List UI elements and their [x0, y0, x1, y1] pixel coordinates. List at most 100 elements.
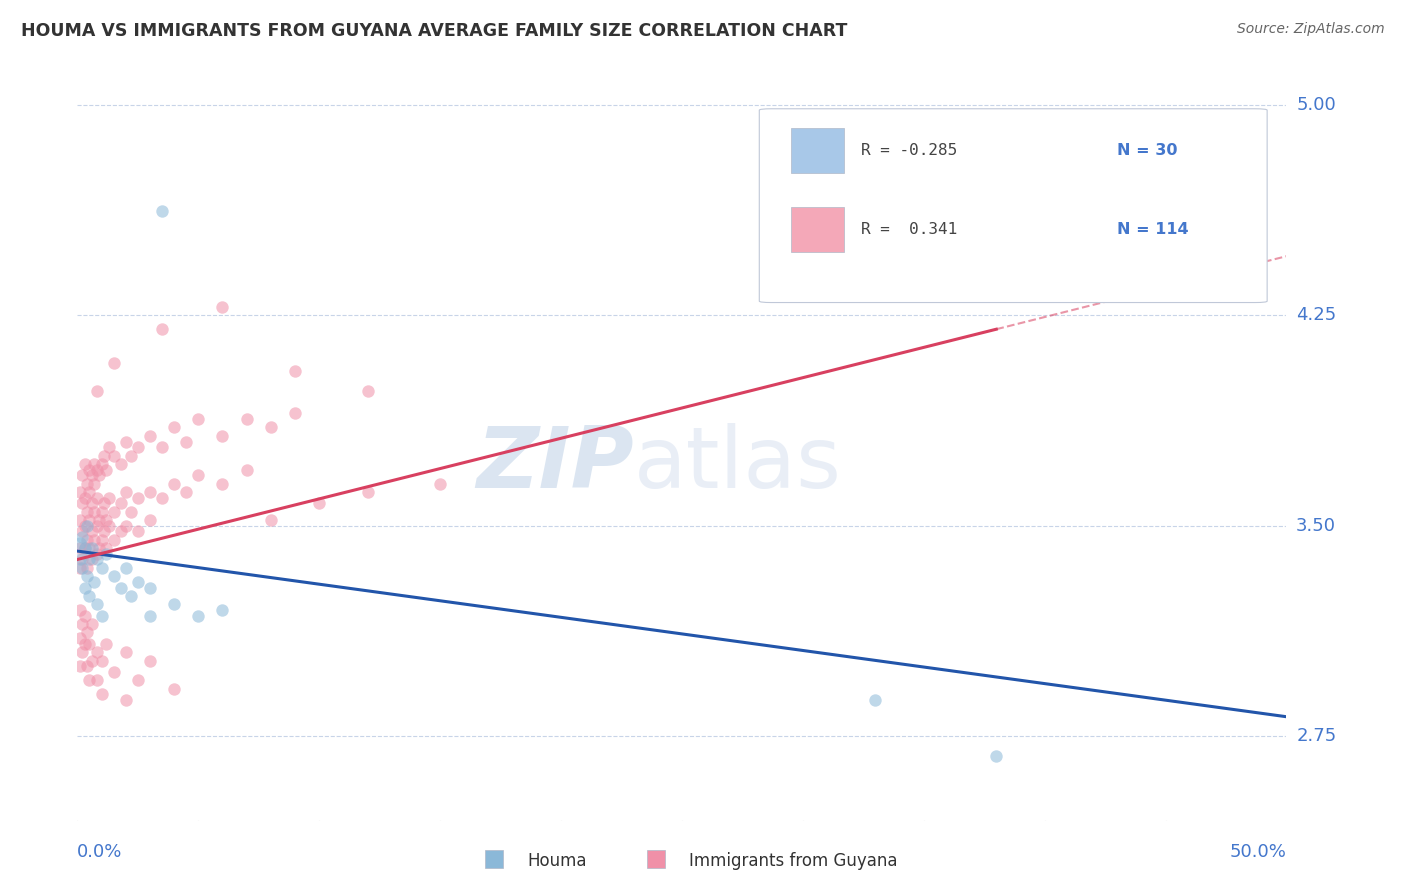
Point — [865, 693, 887, 707]
Text: 2.75: 2.75 — [1296, 727, 1337, 746]
Text: atlas: atlas — [634, 423, 842, 506]
Point — [127, 574, 149, 589]
Text: 50.0%: 50.0% — [1230, 843, 1286, 861]
Point — [139, 513, 162, 527]
Point — [79, 552, 101, 566]
Point — [80, 524, 103, 539]
Point — [86, 552, 108, 566]
Point — [76, 625, 98, 640]
Point — [187, 468, 209, 483]
Text: R = -0.285: R = -0.285 — [860, 143, 957, 158]
Point — [70, 496, 93, 510]
Point — [97, 491, 120, 505]
Point — [69, 561, 91, 575]
Point — [120, 449, 142, 463]
Point — [69, 552, 91, 566]
Point — [79, 462, 101, 476]
Point — [103, 569, 125, 583]
Point — [80, 552, 103, 566]
Point — [110, 457, 132, 471]
Point — [174, 485, 197, 500]
Point — [79, 589, 101, 603]
Point — [356, 384, 378, 398]
Point — [127, 524, 149, 539]
Point — [70, 617, 93, 632]
Point — [97, 440, 120, 454]
Text: ZIP: ZIP — [475, 423, 634, 506]
Text: Source: ZipAtlas.com: Source: ZipAtlas.com — [1237, 22, 1385, 37]
Point — [86, 518, 108, 533]
Point — [70, 530, 93, 544]
Point — [80, 541, 103, 556]
Point — [127, 491, 149, 505]
Point — [103, 665, 125, 679]
Point — [187, 412, 209, 426]
Point — [90, 608, 112, 623]
Point — [356, 485, 378, 500]
Point — [103, 533, 125, 547]
Point — [96, 547, 118, 561]
Point — [90, 561, 112, 575]
Point — [90, 457, 112, 471]
Point — [86, 462, 108, 476]
Point — [83, 476, 105, 491]
Point — [70, 645, 93, 659]
Point — [110, 524, 132, 539]
Point — [73, 581, 96, 595]
Point — [260, 420, 283, 434]
Point — [93, 449, 115, 463]
Point — [103, 449, 125, 463]
Point — [76, 561, 98, 575]
Point — [90, 505, 112, 519]
Point — [96, 513, 118, 527]
FancyBboxPatch shape — [790, 128, 844, 173]
Point — [69, 485, 91, 500]
Text: 3.50: 3.50 — [1296, 516, 1336, 535]
Text: N = 30: N = 30 — [1118, 143, 1178, 158]
Point — [79, 485, 101, 500]
Point — [73, 608, 96, 623]
Point — [103, 356, 125, 370]
Point — [70, 524, 93, 539]
Point — [235, 412, 257, 426]
Point — [79, 673, 101, 688]
Point — [284, 407, 307, 421]
Point — [163, 476, 186, 491]
Point — [114, 693, 136, 707]
Point — [73, 457, 96, 471]
Point — [86, 645, 108, 659]
Point — [93, 524, 115, 539]
Point — [87, 513, 110, 527]
FancyBboxPatch shape — [790, 207, 844, 252]
Point — [76, 505, 98, 519]
Point — [986, 749, 1008, 764]
Point — [120, 589, 142, 603]
Point — [69, 659, 91, 673]
Point — [86, 491, 108, 505]
Point — [211, 429, 233, 443]
Text: Immigrants from Guyana: Immigrants from Guyana — [689, 852, 897, 870]
Point — [308, 496, 330, 510]
Point — [80, 617, 103, 632]
Point — [76, 476, 98, 491]
Point — [90, 687, 112, 701]
Point — [110, 581, 132, 595]
Point — [79, 513, 101, 527]
Point — [73, 518, 96, 533]
Point — [114, 518, 136, 533]
Point — [163, 420, 186, 434]
Point — [87, 468, 110, 483]
Text: 0.0%: 0.0% — [77, 843, 122, 861]
Point — [96, 462, 118, 476]
Point — [70, 468, 93, 483]
Point — [114, 434, 136, 449]
Point — [139, 654, 162, 668]
Point — [76, 569, 98, 583]
Point — [73, 491, 96, 505]
Point — [127, 440, 149, 454]
Point — [73, 541, 96, 556]
Point — [93, 496, 115, 510]
Point — [114, 561, 136, 575]
Point — [103, 505, 125, 519]
Point — [86, 384, 108, 398]
